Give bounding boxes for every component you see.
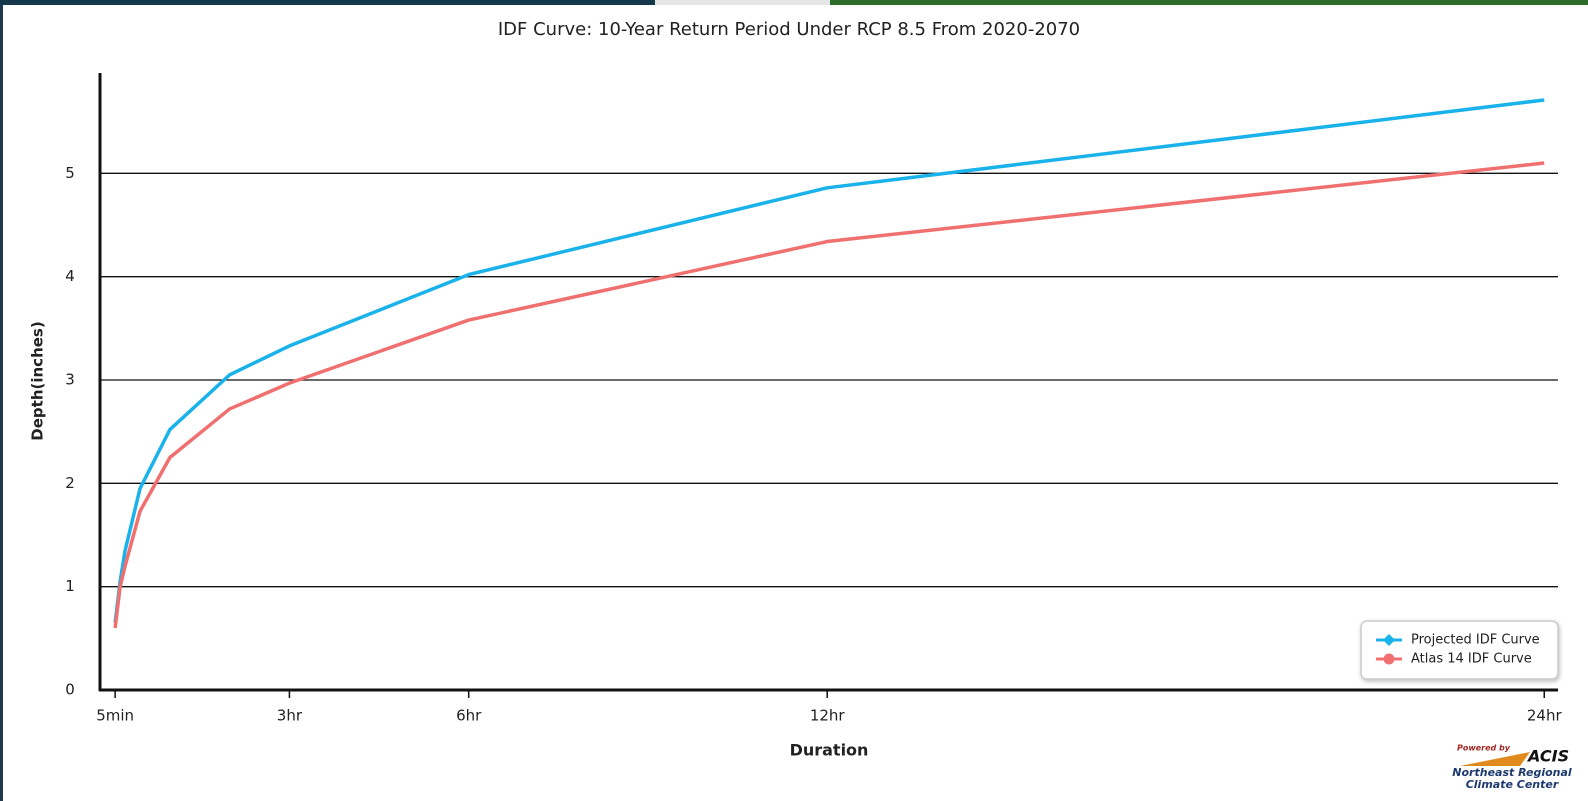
y-tick-label: 5: [65, 164, 75, 182]
line-series: [113, 98, 1545, 624]
legend-label: Atlas 14 IDF Curve: [1411, 652, 1532, 667]
x-tick-label: 12hr: [810, 707, 846, 725]
chart-title: IDF Curve: 10-Year Return Period Under R…: [498, 19, 1080, 40]
legend-marker: [1383, 634, 1395, 646]
y-tick-label: 0: [65, 681, 75, 699]
y-tick-label: 2: [65, 474, 75, 492]
logo-text: ACIS: [1526, 747, 1569, 766]
top-strip: [830, 0, 1588, 5]
logo-swoosh: [1460, 752, 1530, 766]
y-tick-label: 1: [65, 577, 75, 595]
y-tick-label: 4: [65, 267, 75, 285]
legend: Projected IDF Curve Atlas 14 IDF Curve: [1360, 620, 1559, 680]
x-tick-label: 5min: [96, 707, 134, 725]
x-tick-label: 6hr: [456, 707, 482, 725]
logo-text: Climate Center: [1466, 778, 1559, 791]
legend-label: Projected IDF Curve: [1411, 633, 1540, 648]
legend-box: [1360, 620, 1559, 680]
logo-text: Powered by: [1457, 744, 1511, 753]
x-tick-label: 3hr: [277, 707, 303, 725]
top-strip: [655, 0, 830, 5]
top-strip: [0, 0, 655, 5]
legend-marker: [1383, 653, 1395, 665]
x-tick-label: 24hr: [1527, 707, 1563, 725]
logo-text: Northeast Regional: [1452, 766, 1572, 779]
line-series: [113, 161, 1545, 629]
x-axis-label: Duration: [790, 741, 869, 760]
y-tick-label: 3: [65, 371, 75, 389]
page-edge: [0, 0, 3, 801]
logo: Powered by ACIS Northeast Regional Clima…: [1452, 744, 1572, 792]
y-axis-label: Depth(inches): [29, 321, 47, 440]
